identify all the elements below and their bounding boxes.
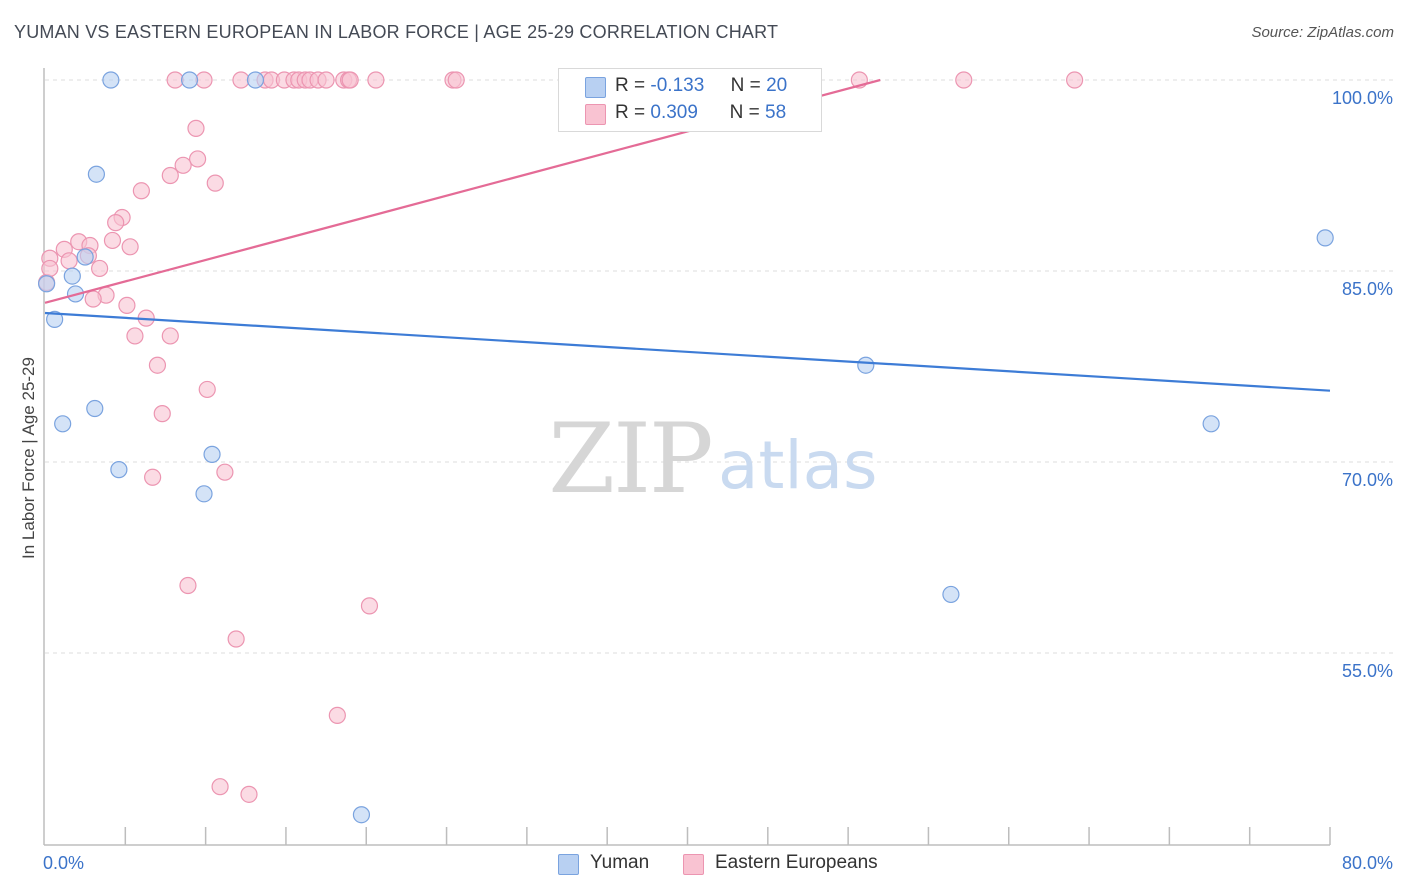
n-value-eastern: 58 — [765, 102, 787, 123]
yuman-point — [1316, 229, 1334, 247]
eastern-point — [179, 576, 197, 595]
axes — [43, 68, 1331, 846]
eastern-point — [41, 259, 59, 278]
watermark-zip: ZIP — [548, 403, 711, 515]
r-value-yuman: -0.133 — [650, 75, 705, 96]
eastern-point — [161, 166, 179, 185]
yuman-point — [203, 445, 221, 463]
y-tick-label: 55.0% — [1342, 661, 1393, 681]
gridlines — [45, 79, 1395, 654]
yuman-swatch — [585, 77, 606, 98]
y-tick-label: 100.0% — [1332, 88, 1393, 108]
y-tick-label: 70.0% — [1342, 470, 1393, 490]
yuman-point — [942, 585, 960, 604]
eastern-point — [198, 380, 216, 399]
eastern-point — [84, 290, 102, 308]
eastern-point — [328, 706, 346, 724]
eastern-point — [103, 231, 122, 250]
watermark-atlas: atlas — [718, 427, 878, 504]
eastern-point — [240, 785, 258, 803]
n-value-yuman: 20 — [766, 75, 788, 96]
r-value-eastern: 0.309 — [650, 102, 698, 123]
eastern-point — [216, 463, 234, 481]
eastern-point — [227, 630, 245, 648]
eastern-point — [132, 182, 150, 200]
yuman-point — [352, 806, 371, 824]
eastern-point — [118, 296, 136, 314]
yuman-point — [857, 356, 875, 374]
x-tick-label-min: 0.0% — [43, 853, 84, 873]
chart-title: YUMAN VS EASTERN EUROPEAN IN LABOR FORCE… — [14, 22, 779, 42]
eastern-point — [161, 327, 179, 345]
y-tick-label: 85.0% — [1342, 279, 1393, 299]
yuman-point — [195, 485, 213, 503]
eastern-point — [188, 150, 207, 168]
eastern-point — [91, 259, 109, 278]
eastern-point — [107, 214, 125, 232]
eastern-point — [360, 597, 379, 615]
eastern-swatch — [585, 104, 606, 125]
eastern-point — [148, 356, 167, 374]
yuman-point — [38, 275, 56, 293]
eastern-point — [232, 71, 250, 89]
yuman-point — [76, 248, 94, 266]
eastern-point — [317, 71, 335, 89]
eastern-point — [166, 71, 184, 89]
n-label: N = — [730, 75, 761, 96]
eastern-point — [126, 327, 144, 345]
correlation-legend: R = -0.133 N = 20 R = 0.309 N = 58 — [558, 68, 822, 132]
yuman-point — [180, 71, 199, 89]
yuman-legend-swatch — [558, 854, 579, 875]
r-label: R = — [615, 75, 646, 96]
yuman-trendline — [44, 311, 1331, 392]
eastern-point — [206, 174, 224, 192]
yuman-point — [54, 415, 72, 433]
eastern-point — [144, 468, 162, 486]
watermark: ZIP atlas — [548, 403, 877, 515]
yuman-point — [63, 267, 81, 285]
data-points — [38, 71, 1334, 824]
yuman-point — [1202, 415, 1220, 433]
eastern-point — [60, 252, 78, 270]
eastern-point — [367, 71, 385, 89]
yuman-point — [87, 165, 106, 183]
eastern-point — [1066, 71, 1084, 89]
axis-labels: In Labor Force | Age 25-29 0.0% 80.0% 55… — [19, 88, 1393, 873]
yuman-point — [86, 399, 104, 418]
eastern-legend-label: Eastern Europeans — [715, 852, 878, 873]
yuman-legend-label: Yuman — [590, 852, 650, 873]
eastern-point — [195, 71, 213, 89]
yuman-point — [246, 71, 265, 89]
r-label: R = — [615, 102, 646, 123]
eastern-point — [955, 71, 973, 89]
eastern-point — [187, 119, 205, 137]
eastern-point — [447, 71, 465, 89]
eastern-point — [211, 778, 229, 796]
eastern-legend-swatch — [683, 854, 704, 875]
eastern-point — [174, 156, 192, 174]
eastern-point — [121, 238, 139, 256]
yuman-point — [46, 310, 64, 328]
n-label: N = — [729, 102, 760, 123]
yuman-point — [110, 461, 128, 479]
yuman-point — [102, 71, 120, 89]
eastern-point — [153, 405, 171, 423]
eastern-point — [341, 71, 359, 89]
y-axis-title: In Labor Force | Age 25-29 — [19, 357, 38, 559]
x-tick-label-max: 80.0% — [1342, 853, 1393, 873]
source-label: Source: ZipAtlas.com — [1251, 24, 1394, 41]
